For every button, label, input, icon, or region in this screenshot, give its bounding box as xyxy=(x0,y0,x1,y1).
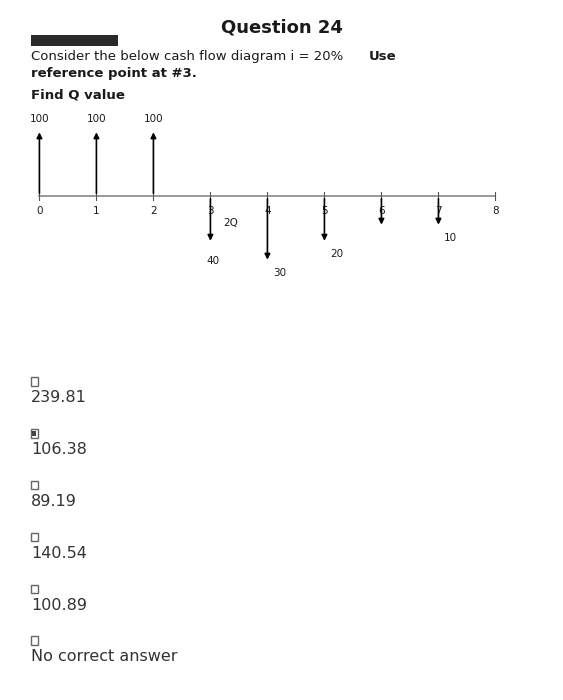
Text: 106.38: 106.38 xyxy=(31,442,87,457)
Text: Find Q value: Find Q value xyxy=(31,88,125,102)
Text: 8: 8 xyxy=(492,206,499,216)
Text: Question 24: Question 24 xyxy=(221,18,342,36)
Bar xyxy=(33,431,36,435)
Bar xyxy=(31,636,38,645)
Text: 4: 4 xyxy=(264,206,271,216)
Bar xyxy=(31,481,38,489)
Text: 6: 6 xyxy=(378,206,385,216)
Text: 140.54: 140.54 xyxy=(31,546,87,561)
Text: 30: 30 xyxy=(273,268,286,278)
Text: 3: 3 xyxy=(207,206,214,216)
Bar xyxy=(31,584,38,593)
Bar xyxy=(31,429,38,438)
Text: 100: 100 xyxy=(87,114,106,124)
Text: 89.19: 89.19 xyxy=(31,494,77,509)
Text: 100.89: 100.89 xyxy=(31,598,87,612)
Text: Consider the below cash flow diagram i = 20%: Consider the below cash flow diagram i =… xyxy=(31,50,347,64)
Text: 2: 2 xyxy=(150,206,157,216)
Bar xyxy=(31,533,38,541)
Text: 7: 7 xyxy=(435,206,442,216)
Text: 0: 0 xyxy=(36,206,43,216)
Text: 2Q: 2Q xyxy=(223,218,238,228)
Text: Use: Use xyxy=(369,50,396,64)
Text: reference point at #3.: reference point at #3. xyxy=(31,67,197,80)
Text: 40: 40 xyxy=(207,256,220,266)
Bar xyxy=(31,377,38,386)
Text: 100: 100 xyxy=(30,114,49,124)
Text: 239.81: 239.81 xyxy=(31,391,87,405)
Text: No correct answer: No correct answer xyxy=(31,650,177,664)
Bar xyxy=(31,35,118,46)
Text: 1: 1 xyxy=(93,206,100,216)
Text: 10: 10 xyxy=(444,233,457,243)
Text: 5: 5 xyxy=(321,206,328,216)
Text: 100: 100 xyxy=(144,114,163,124)
Text: 20: 20 xyxy=(330,249,343,259)
